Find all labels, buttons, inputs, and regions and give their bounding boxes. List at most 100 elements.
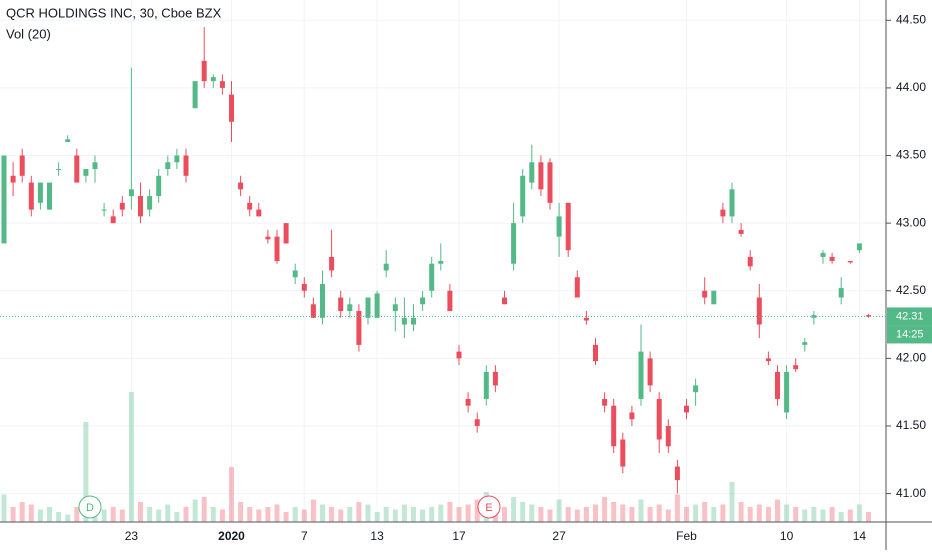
volume-bar (756, 504, 762, 522)
volume-bar (274, 504, 280, 522)
candle-body (820, 252, 826, 257)
volume-bar (638, 499, 644, 522)
candle-body (401, 317, 407, 325)
volume-bar (611, 502, 617, 522)
volume-bar (192, 499, 198, 522)
candle-body (65, 139, 71, 142)
volume-bar (711, 507, 717, 522)
candle-body (420, 297, 426, 305)
candle-body (784, 371, 790, 413)
volume-bar (520, 502, 526, 522)
candle-body (374, 293, 380, 318)
volume-bar (647, 507, 653, 522)
candle-body (866, 315, 871, 317)
candle-body (83, 169, 89, 176)
candle-body (438, 261, 444, 264)
x-tick-label: 14 (853, 529, 867, 543)
volume-bar (720, 504, 726, 522)
candle-body (392, 304, 398, 312)
candle-body (429, 263, 435, 291)
candle-body (684, 405, 689, 413)
volume-bar (765, 507, 771, 522)
volume-bar (656, 504, 662, 522)
candle-body (702, 290, 708, 298)
event-marker[interactable] (78, 495, 102, 519)
volume-bar (165, 504, 171, 522)
volume-bar (438, 504, 444, 522)
candle-body (665, 425, 671, 447)
volume-bar (447, 502, 453, 522)
candle-body (128, 189, 134, 197)
volume-bar (138, 502, 143, 522)
event-marker[interactable] (477, 495, 501, 519)
volume-bar (301, 509, 307, 522)
volume-bar (838, 512, 844, 522)
candle-body (847, 261, 853, 263)
volume-bar (538, 507, 544, 522)
candle-body (10, 175, 16, 183)
volume-bar (329, 507, 335, 522)
candle-body (720, 209, 726, 217)
volume (1, 392, 871, 522)
candle-body (265, 236, 271, 240)
volume-bar (593, 504, 598, 522)
volume-bar (1, 494, 7, 522)
volume-bar (156, 509, 162, 522)
x-tick-label: 10 (780, 529, 794, 543)
volume-bar (201, 497, 207, 522)
volume-bar (347, 507, 353, 522)
volume-bar (28, 504, 34, 522)
x-tick-label: 2020 (218, 529, 245, 543)
candle-body (274, 236, 280, 261)
volume-bar (465, 504, 471, 522)
candle-body (329, 256, 335, 271)
last-price-box (887, 307, 932, 326)
candle-body (711, 290, 717, 305)
candle-body (74, 155, 80, 183)
x-tick-label: 7 (301, 529, 308, 543)
event-label: E (485, 502, 492, 514)
candle-body (201, 60, 207, 82)
candle-body (511, 223, 517, 264)
candle-body (247, 202, 253, 210)
candle-body (365, 297, 371, 318)
candle-body (92, 162, 98, 170)
volume-bar (392, 509, 398, 522)
volume-bar (74, 507, 80, 522)
volume-bar (65, 514, 71, 522)
volume-bar (401, 504, 407, 522)
candle-body (656, 398, 662, 440)
volume-bar (37, 509, 43, 522)
volume-bar (583, 507, 589, 522)
candle-body (1, 155, 7, 244)
volume-bar (684, 507, 689, 522)
candle-body (483, 371, 489, 399)
volume-bar (229, 467, 234, 522)
volume-bar (420, 509, 426, 522)
candle-body (620, 439, 626, 467)
volume-bar (793, 507, 799, 522)
x-tick-label: 13 (370, 529, 384, 543)
y-tick-label: 43.00 (896, 215, 926, 229)
volume-bar (738, 502, 744, 522)
last-price-label: 42.31 (896, 310, 924, 322)
volume-bar (856, 504, 862, 522)
volume-bar (292, 507, 298, 522)
volume-bar (866, 512, 871, 522)
candle-body (593, 344, 598, 362)
candle-body (310, 304, 316, 318)
volume-bar (702, 502, 708, 522)
candle-body (301, 283, 307, 291)
volume-bar (829, 507, 835, 522)
volume-bar (19, 502, 25, 522)
volume-bar (802, 509, 808, 522)
candle-body (356, 311, 362, 345)
countdown-label: 14:25 (896, 328, 924, 340)
candle-body (611, 405, 617, 447)
candle-body (520, 175, 526, 217)
y-tick-label: 41.00 (896, 486, 926, 500)
candle-body (165, 162, 171, 170)
volume-bar (247, 507, 253, 522)
x-tick-label: 27 (552, 529, 566, 543)
